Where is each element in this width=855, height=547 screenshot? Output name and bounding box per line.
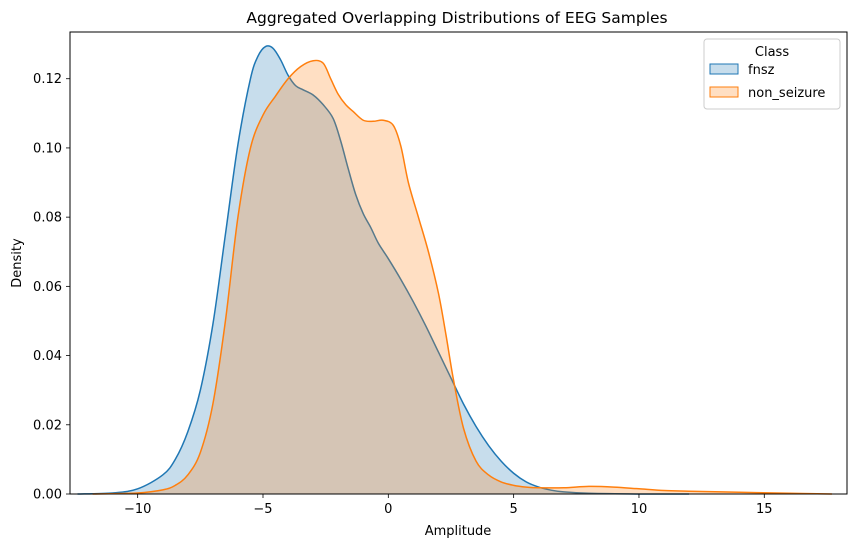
- legend-swatch-fnsz: [709, 63, 739, 75]
- legend-title: Class: [755, 45, 789, 60]
- legend-label-non-seizure: non_seizure: [748, 86, 825, 101]
- y-tick-label: 0.04: [33, 349, 62, 364]
- x-tick-label: −10: [124, 502, 151, 517]
- legend-label-fnsz: fnsz: [748, 63, 775, 78]
- density-line-fnsz: [77, 45, 690, 495]
- x-tick-label: 10: [631, 502, 648, 517]
- x-tick-label: 5: [510, 502, 518, 517]
- density-area-non-seizure: [92, 60, 832, 495]
- y-tick-label: 0.00: [33, 488, 62, 503]
- y-tick-label: 0.08: [33, 211, 62, 226]
- density-area-fnsz: [77, 45, 690, 495]
- y-ticks: 0.00 0.02 0.04 0.06 0.08 0.10 0.12: [33, 72, 70, 503]
- density-line-non-seizure: [92, 59, 832, 495]
- plot-frame: [69, 31, 848, 495]
- y-tick-label: 0.10: [33, 141, 62, 156]
- y-tick-label: 0.06: [33, 280, 62, 295]
- x-tick-label: −5: [253, 502, 272, 517]
- y-axis-label: Density: [10, 238, 25, 288]
- x-tick-label: 15: [756, 502, 773, 517]
- legend-swatch-non-seizure: [709, 86, 739, 98]
- legend: Class fnsz non_seizure: [703, 38, 841, 110]
- x-tick-label: 0: [384, 502, 392, 517]
- series-layer: [77, 45, 832, 495]
- x-axis-label: Amplitude: [425, 524, 492, 539]
- chart-title: Aggregated Overlapping Distributions of …: [246, 9, 667, 27]
- x-ticks: −10 −5 0 5 10 15: [124, 494, 773, 517]
- y-tick-label: 0.12: [33, 72, 62, 87]
- y-tick-label: 0.02: [33, 418, 62, 433]
